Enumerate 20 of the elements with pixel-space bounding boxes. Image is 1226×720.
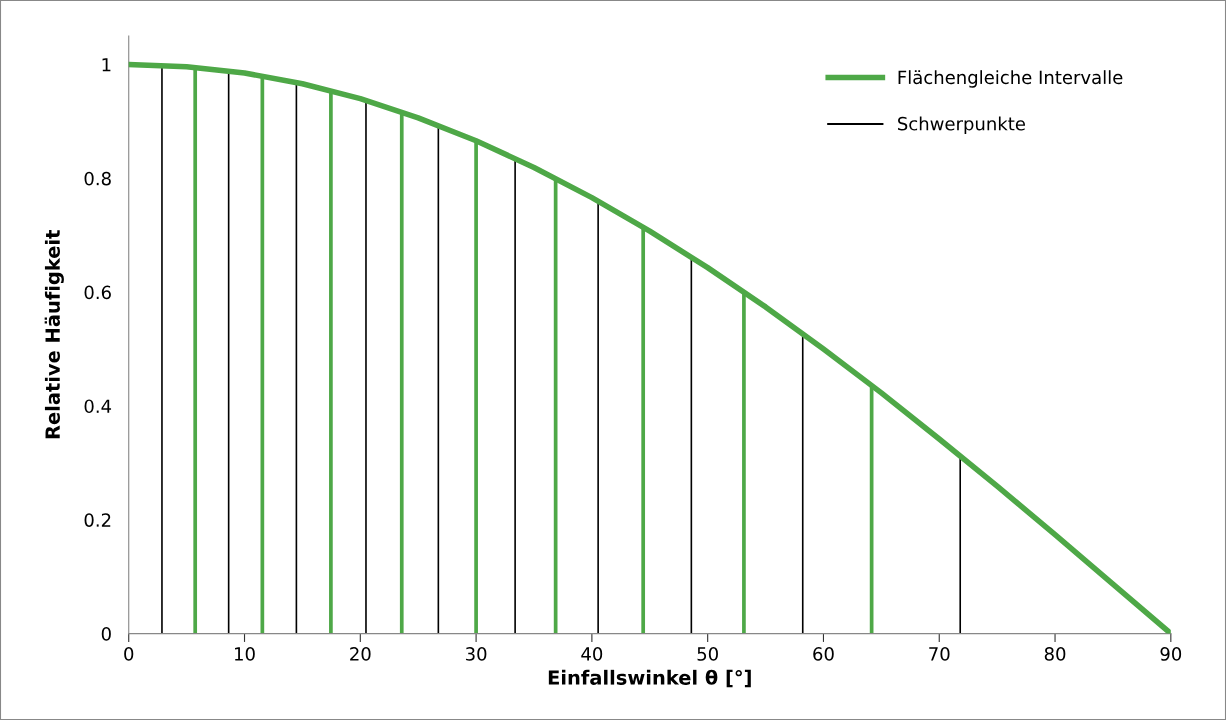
- x-tick-label: 30: [465, 647, 487, 661]
- x-tick-label: 50: [697, 647, 718, 661]
- x-tick-label: 40: [581, 647, 603, 661]
- x-axis-title: Einfallswinkel θ [°]: [548, 669, 751, 688]
- legend-label: Schwerpunkte: [898, 116, 1025, 135]
- x-tick-label: 60: [813, 647, 834, 661]
- y-axis-title: Relative Häufigkeit: [44, 230, 64, 439]
- legend-label: Flächengleiche Intervalle: [898, 70, 1123, 88]
- y-tick-label: 0.2: [84, 513, 111, 527]
- x-tick-label: 0: [124, 647, 134, 661]
- y-tick-label: 0.6: [84, 285, 111, 300]
- x-tick-label: 70: [929, 647, 950, 661]
- y-tick-label: 0.4: [84, 399, 112, 414]
- x-tick-label: 20: [350, 647, 371, 661]
- x-tick-label: 90: [1160, 647, 1182, 661]
- y-tick-label: 0.8: [84, 171, 111, 186]
- y-tick-label: 1: [102, 58, 111, 72]
- y-tick-label: 0: [101, 627, 111, 641]
- x-tick-label: 10: [235, 647, 255, 661]
- x-tick-label: 80: [1044, 647, 1066, 661]
